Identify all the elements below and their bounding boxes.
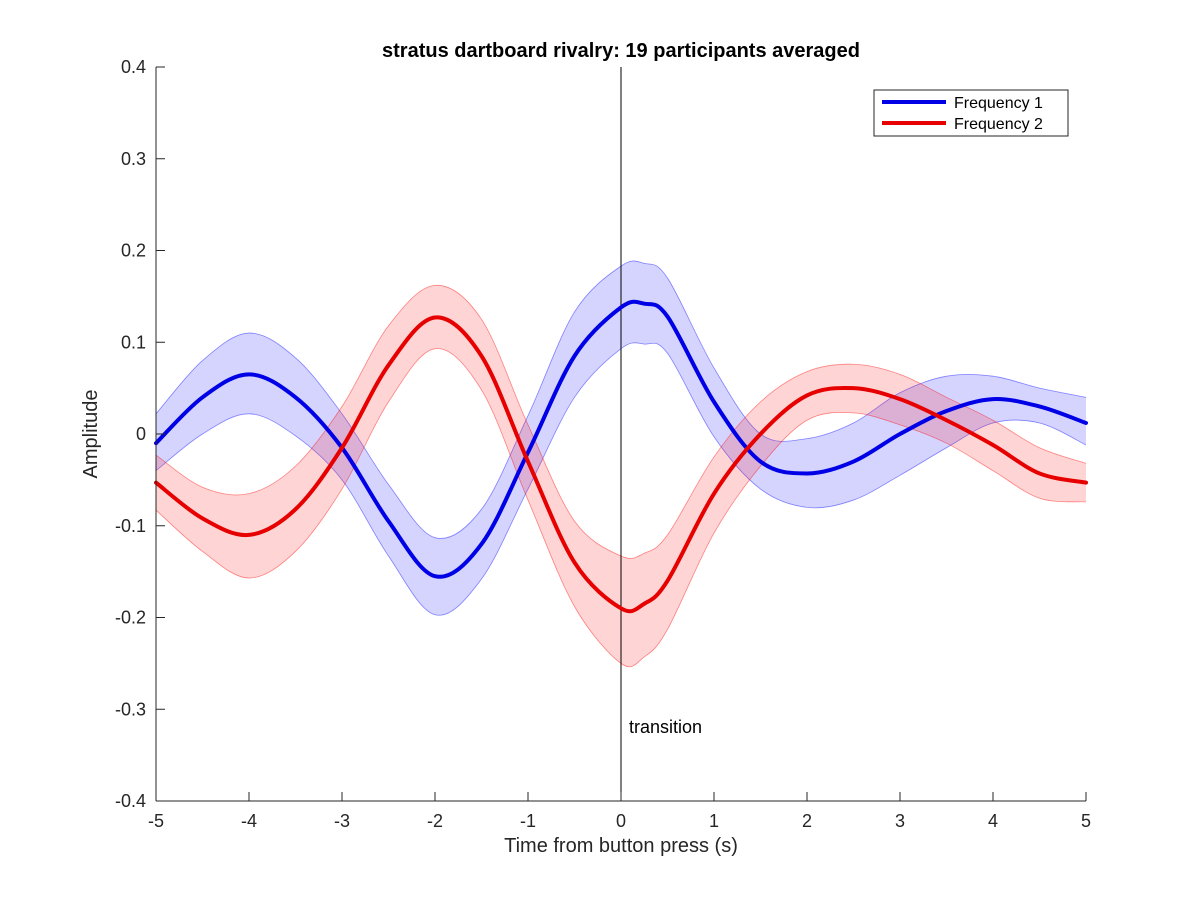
transition-annotation: transition	[629, 717, 702, 737]
y-tick-label: 0.2	[121, 241, 146, 261]
y-tick-label: 0	[136, 424, 146, 444]
y-tick-label: 0.1	[121, 332, 146, 352]
band-upper-edge-series-1	[155, 260, 1087, 539]
x-tick-label: -1	[520, 811, 536, 831]
band-series-1	[156, 260, 1086, 616]
legend-box	[873, 89, 1069, 137]
series-lines	[154, 299, 1088, 614]
y-axis-label: Amplitude	[80, 390, 102, 479]
legend-label-series-2: Frequency 2	[954, 116, 1043, 133]
x-tick-label: 1	[709, 811, 719, 831]
x-tick-label: -3	[334, 811, 350, 831]
x-axis-ticks: -5 -4 -3 -2 -1 0 1 2 3 4 5	[148, 792, 1091, 831]
y-tick-label: -0.2	[115, 608, 146, 628]
y-tick-label: -0.1	[115, 516, 146, 536]
y-tick-label: -0.3	[115, 699, 146, 719]
line-series-2	[154, 315, 1088, 614]
y-tick-label: 0.3	[121, 149, 146, 169]
y-axis-ticks: -0.4 -0.3 -0.2 -0.1 0 0.1 0.2 0.3 0.4	[115, 57, 165, 811]
x-tick-label: 3	[895, 811, 905, 831]
x-tick-label: 0	[616, 811, 626, 831]
x-tick-label: 5	[1081, 811, 1091, 831]
chart-title: stratus dartboard rivalry: 19 participan…	[382, 40, 860, 62]
legend-label-series-1: Frequency 1	[954, 95, 1043, 112]
band-lower-edge-series-2	[155, 348, 1087, 668]
line-series-1	[154, 299, 1088, 579]
x-tick-label: -5	[148, 811, 164, 831]
x-tick-label: -2	[427, 811, 443, 831]
legend: Frequency 1 Frequency 2	[873, 89, 1069, 137]
y-tick-label: -0.4	[115, 791, 146, 811]
x-tick-label: 4	[988, 811, 998, 831]
x-tick-label: 2	[802, 811, 812, 831]
y-tick-label: 0.4	[121, 57, 146, 77]
x-tick-label: -4	[241, 811, 257, 831]
band-series-2	[156, 285, 1086, 667]
x-axis-label: Time from button press (s)	[504, 835, 738, 857]
